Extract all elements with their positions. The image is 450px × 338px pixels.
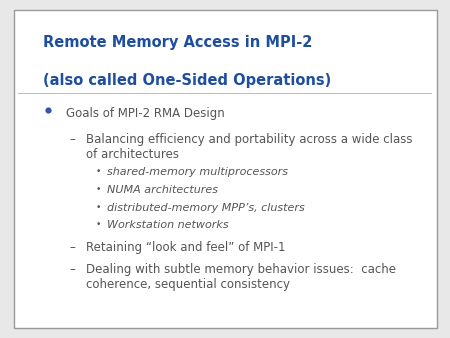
Text: Dealing with subtle memory behavior issues:  cache
coherence, sequential consist: Dealing with subtle memory behavior issu…: [86, 263, 396, 291]
Text: •: •: [95, 202, 101, 212]
Text: •: •: [95, 185, 101, 194]
Text: (also called One-Sided Operations): (also called One-Sided Operations): [43, 73, 331, 88]
Text: distributed-memory MPP’s, clusters: distributed-memory MPP’s, clusters: [107, 202, 305, 213]
Text: Balancing efficiency and portability across a wide class
of architectures: Balancing efficiency and portability acr…: [86, 133, 413, 161]
Text: –: –: [69, 133, 75, 146]
Text: NUMA architectures: NUMA architectures: [107, 185, 218, 195]
Text: Goals of MPI-2 RMA Design: Goals of MPI-2 RMA Design: [66, 107, 225, 120]
Text: Retaining “look and feel” of MPI-1: Retaining “look and feel” of MPI-1: [86, 241, 286, 254]
Text: shared-memory multiprocessors: shared-memory multiprocessors: [107, 167, 288, 177]
Text: –: –: [69, 263, 75, 276]
Text: Workstation networks: Workstation networks: [107, 220, 229, 230]
Text: –: –: [69, 241, 75, 254]
Text: Remote Memory Access in MPI-2: Remote Memory Access in MPI-2: [43, 35, 312, 50]
Text: •: •: [95, 167, 101, 176]
Text: •: •: [95, 220, 101, 229]
